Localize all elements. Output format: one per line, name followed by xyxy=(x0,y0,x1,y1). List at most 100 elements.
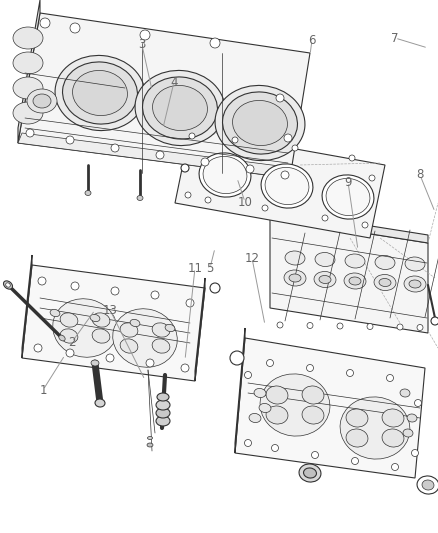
Ellipse shape xyxy=(60,313,78,327)
Ellipse shape xyxy=(382,429,404,447)
Ellipse shape xyxy=(146,359,154,367)
Ellipse shape xyxy=(199,153,251,197)
Ellipse shape xyxy=(337,323,343,329)
Ellipse shape xyxy=(340,397,410,459)
Polygon shape xyxy=(18,0,40,143)
Ellipse shape xyxy=(244,372,251,378)
Ellipse shape xyxy=(362,222,368,228)
Ellipse shape xyxy=(33,94,51,108)
Polygon shape xyxy=(18,13,310,178)
Ellipse shape xyxy=(315,253,335,266)
Ellipse shape xyxy=(165,325,175,332)
Ellipse shape xyxy=(386,375,393,382)
Ellipse shape xyxy=(272,445,279,451)
Ellipse shape xyxy=(13,77,43,99)
Ellipse shape xyxy=(261,164,313,208)
Ellipse shape xyxy=(346,429,368,447)
Ellipse shape xyxy=(281,171,289,179)
Ellipse shape xyxy=(210,38,220,48)
Ellipse shape xyxy=(59,335,65,341)
Ellipse shape xyxy=(201,158,209,166)
Ellipse shape xyxy=(53,299,117,357)
Ellipse shape xyxy=(344,273,366,289)
Ellipse shape xyxy=(111,144,119,152)
Polygon shape xyxy=(22,265,205,381)
Ellipse shape xyxy=(397,324,403,330)
Text: 6: 6 xyxy=(308,34,316,46)
Ellipse shape xyxy=(326,179,370,215)
Ellipse shape xyxy=(307,322,313,328)
Ellipse shape xyxy=(374,274,396,290)
Ellipse shape xyxy=(91,360,99,366)
Ellipse shape xyxy=(322,175,374,219)
Text: 3: 3 xyxy=(138,38,146,52)
Ellipse shape xyxy=(140,30,150,40)
Ellipse shape xyxy=(113,309,177,367)
Ellipse shape xyxy=(265,167,309,205)
Ellipse shape xyxy=(156,151,164,159)
Ellipse shape xyxy=(314,271,336,287)
Ellipse shape xyxy=(156,400,170,410)
Polygon shape xyxy=(270,210,428,243)
Text: 13: 13 xyxy=(102,303,117,317)
Ellipse shape xyxy=(66,136,74,144)
Ellipse shape xyxy=(148,437,152,440)
Polygon shape xyxy=(270,218,428,333)
Ellipse shape xyxy=(403,429,413,437)
Ellipse shape xyxy=(156,416,170,426)
Ellipse shape xyxy=(254,389,266,398)
Ellipse shape xyxy=(40,18,50,28)
Ellipse shape xyxy=(379,278,391,287)
Polygon shape xyxy=(175,130,385,238)
Text: 2: 2 xyxy=(68,335,76,349)
Ellipse shape xyxy=(4,281,13,289)
Ellipse shape xyxy=(34,344,42,352)
Ellipse shape xyxy=(346,409,368,427)
Ellipse shape xyxy=(111,287,119,295)
Ellipse shape xyxy=(276,94,284,102)
Ellipse shape xyxy=(38,277,46,285)
Ellipse shape xyxy=(189,133,195,139)
Ellipse shape xyxy=(156,408,170,418)
Ellipse shape xyxy=(151,291,159,299)
Ellipse shape xyxy=(92,329,110,343)
Ellipse shape xyxy=(50,309,60,317)
Ellipse shape xyxy=(106,354,114,362)
Ellipse shape xyxy=(60,329,78,343)
Ellipse shape xyxy=(90,314,100,321)
Ellipse shape xyxy=(277,322,283,328)
Ellipse shape xyxy=(223,92,297,154)
Ellipse shape xyxy=(322,215,328,221)
Ellipse shape xyxy=(152,85,208,131)
Ellipse shape xyxy=(246,165,254,173)
Ellipse shape xyxy=(417,325,423,330)
Ellipse shape xyxy=(367,324,373,329)
Text: 11: 11 xyxy=(187,262,202,274)
Ellipse shape xyxy=(349,277,361,285)
Ellipse shape xyxy=(311,451,318,458)
Ellipse shape xyxy=(409,280,421,288)
Ellipse shape xyxy=(417,476,438,494)
Ellipse shape xyxy=(27,89,57,113)
Ellipse shape xyxy=(382,409,404,427)
Ellipse shape xyxy=(404,276,426,292)
Ellipse shape xyxy=(304,468,317,478)
Text: 5: 5 xyxy=(206,262,214,274)
Ellipse shape xyxy=(55,55,145,131)
Ellipse shape xyxy=(244,440,251,447)
Ellipse shape xyxy=(142,77,217,139)
Ellipse shape xyxy=(120,339,138,353)
Ellipse shape xyxy=(260,374,330,436)
Ellipse shape xyxy=(135,70,225,146)
Ellipse shape xyxy=(181,364,189,372)
Polygon shape xyxy=(235,328,245,453)
Ellipse shape xyxy=(302,406,324,424)
Ellipse shape xyxy=(299,464,321,482)
Ellipse shape xyxy=(422,480,434,490)
Ellipse shape xyxy=(284,270,306,286)
Ellipse shape xyxy=(349,155,355,161)
Ellipse shape xyxy=(70,23,80,33)
Ellipse shape xyxy=(130,319,140,327)
Ellipse shape xyxy=(120,323,138,337)
Ellipse shape xyxy=(92,313,110,327)
